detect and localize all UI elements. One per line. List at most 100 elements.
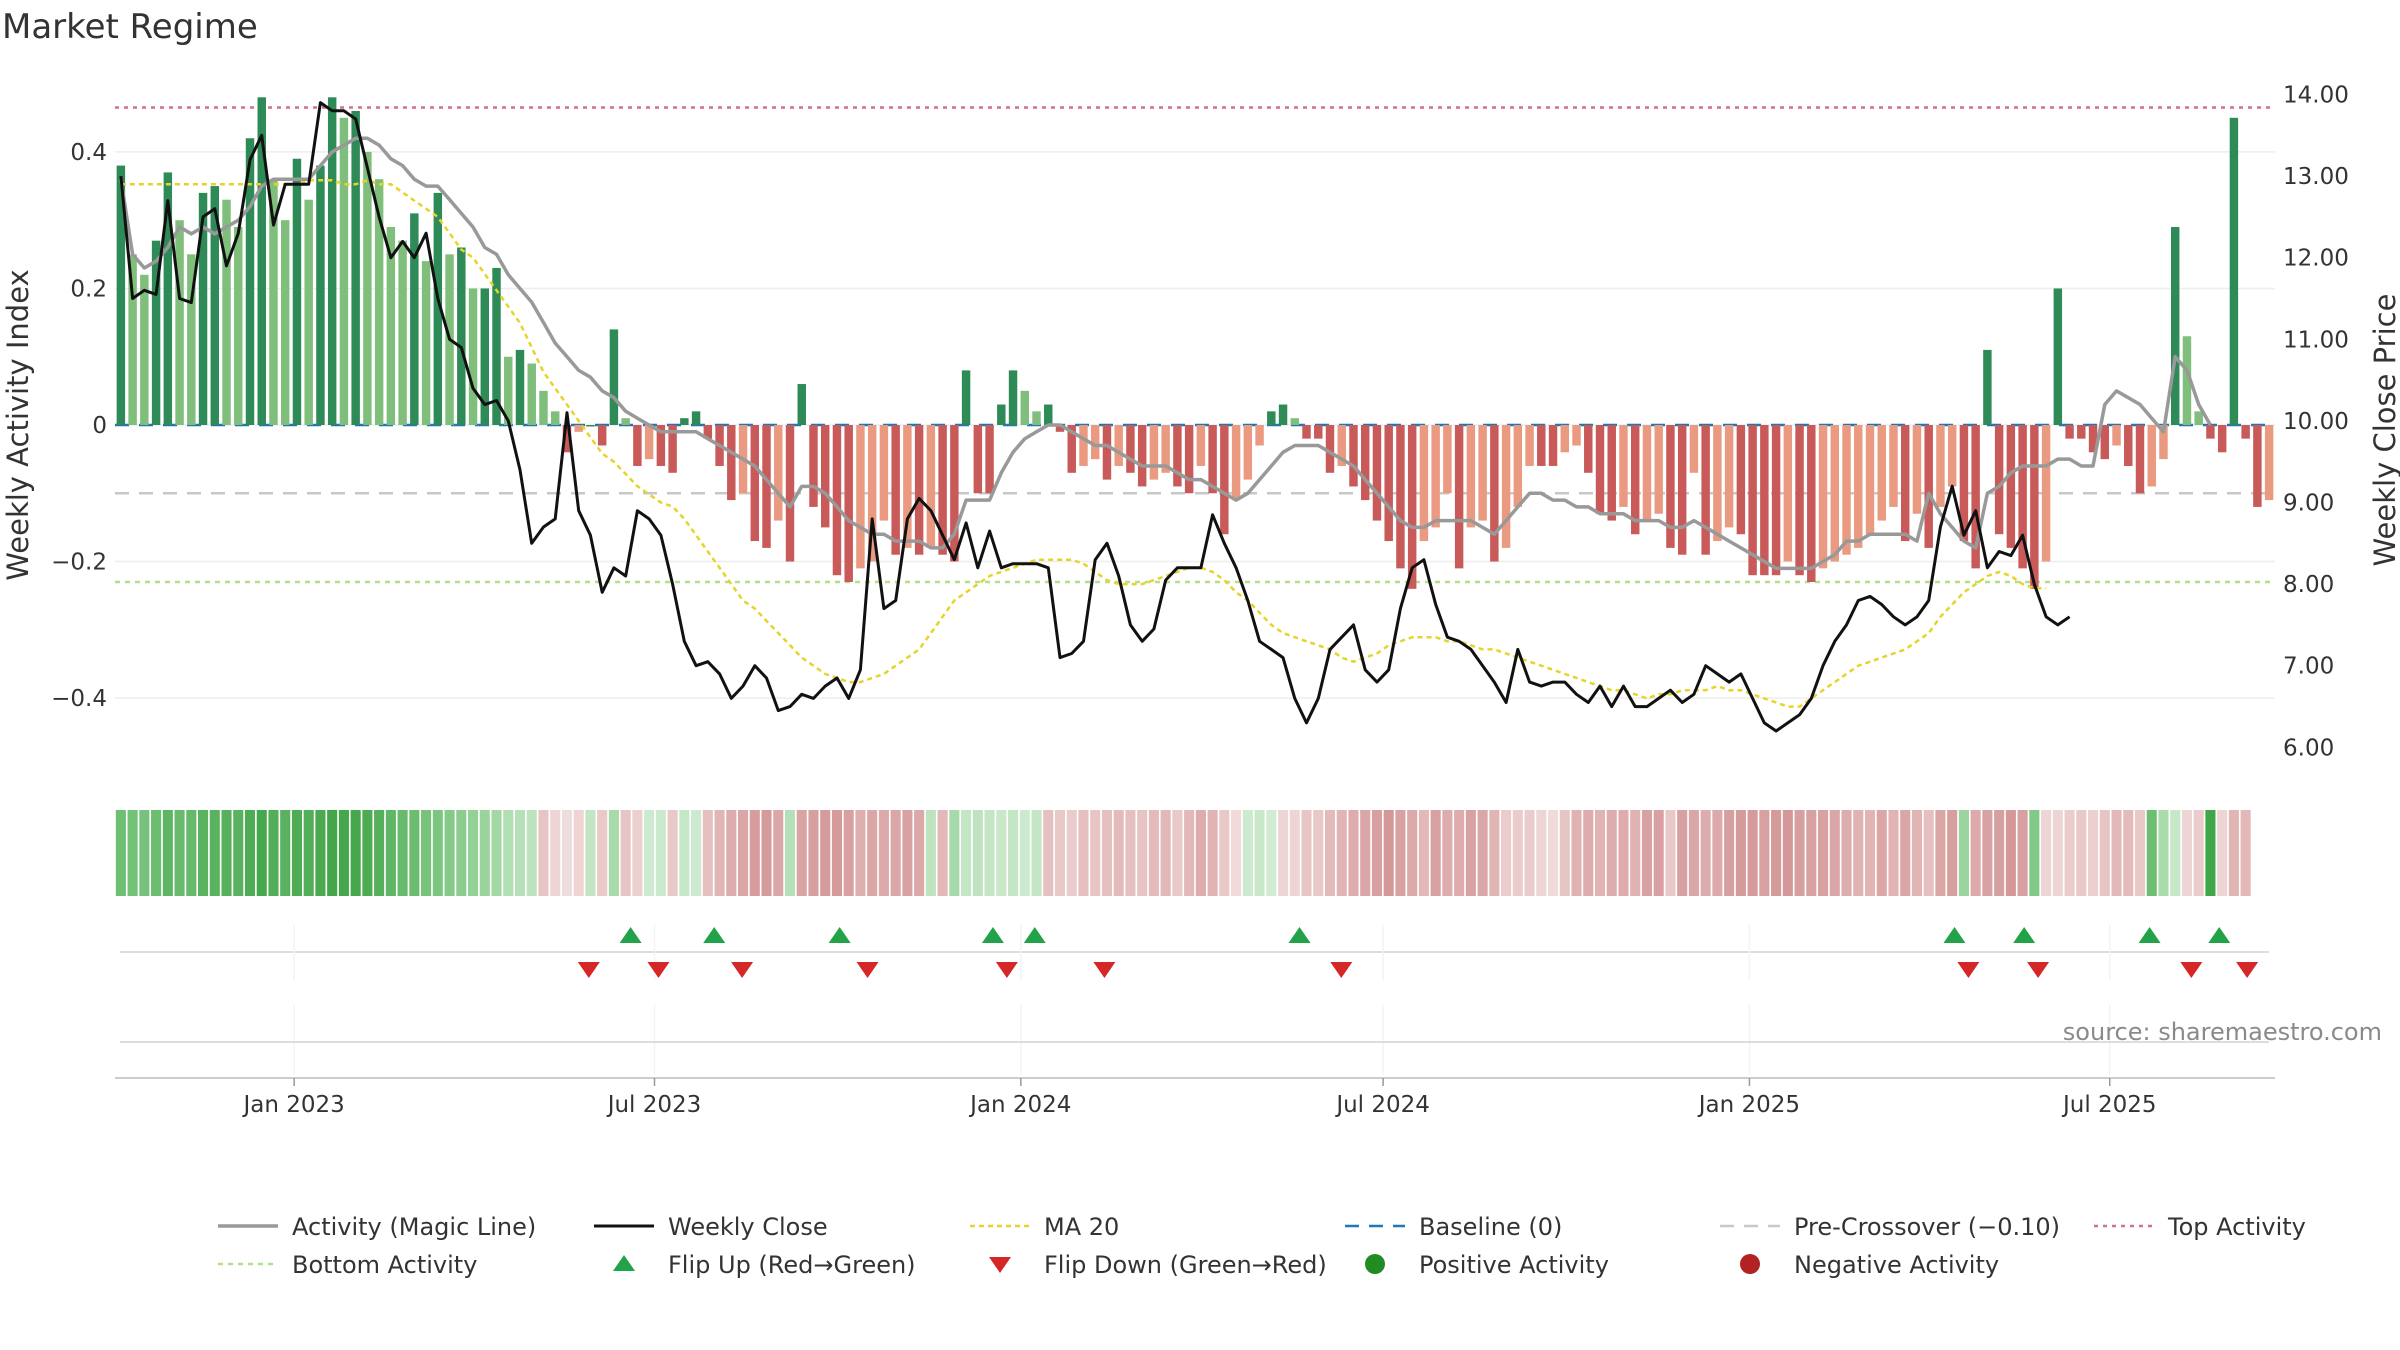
regime-strip-cell [1336,810,1347,896]
activity-bar [1478,425,1487,521]
y-left-tick-label: 0 [92,413,107,439]
activity-bar [151,240,161,425]
regime-strip-cell [1465,810,1476,896]
regime-strip-cell [1888,810,1899,896]
activity-bar [785,425,795,562]
regime-strip-cell [2240,810,2251,896]
activity-bar [1008,370,1018,425]
activity-bar [1407,425,1417,589]
regime-strip-cell [221,810,232,896]
y-right-tick-label: 11.00 [2283,327,2349,353]
activity-bar [2217,425,2227,453]
activity-bar [1490,425,1499,562]
activity-bar [257,97,266,426]
activity-bar [1454,425,1464,569]
regime-strip-cell [1677,810,1688,896]
activity-bar [1114,425,1123,466]
x-tick-label: Jul 2024 [1334,1092,1430,1118]
regime-strip-cell [503,810,514,896]
legend-label: Baseline (0) [1419,1213,1562,1241]
regime-strip-cell [1137,810,1148,896]
regime-strip-cell [2064,810,2075,896]
regime-strip-cell [632,810,643,896]
regime-strip-cell [2205,810,2216,896]
activity-bar [1431,425,1440,528]
y-right-tick-label: 9.00 [2283,491,2334,517]
activity-bar [1912,425,1922,514]
regime-strip-cell [1477,810,1488,896]
activity-bar [1947,425,1957,487]
flip-down-marker [1330,962,1353,978]
regime-strip-cell [280,810,291,896]
regime-strip-cell [726,810,737,896]
regime-strip-cell [538,810,549,896]
regime-strip-cell [409,810,420,896]
activity-bar [621,418,630,425]
regime-strip-cell [1019,810,1030,896]
regime-strip-cell [1501,810,1512,896]
regime-strip-cell [655,810,666,896]
activity-bar [1548,425,1558,466]
activity-bar [691,411,701,425]
activity-bar [1677,425,1687,555]
flip-down-marker [731,962,754,978]
legend-label: MA 20 [1044,1213,1119,1241]
activity-bar [245,138,255,425]
regime-strip-cell [338,810,349,896]
activity-bar [527,363,536,425]
y-left-tick-label: −0.2 [51,550,107,576]
activity-bar [1102,425,1112,480]
legend-label: Weekly Close [668,1213,828,1241]
regime-strip-cell [1688,810,1699,896]
y-left-tick-label: −0.4 [51,686,107,712]
activity-bar [1865,425,1875,535]
activity-bar [539,390,548,425]
regime-strip-cell [1653,810,1664,896]
regime-strip-cell [362,810,373,896]
activity-bar [903,425,912,548]
regime-strip-cell [1242,810,1253,896]
regime-strip-cell [691,810,702,896]
flip-down-marker [1957,962,1980,978]
regime-strip-cell [315,810,326,896]
activity-bar [774,425,783,521]
regime-strip-cell [233,810,244,896]
activity-bar [1513,425,1523,507]
activity-bar [2253,425,2262,507]
activity-bar [1724,425,1734,528]
activity-bar [797,384,806,425]
flip-up-marker [619,927,642,943]
regime-strip-cell [1536,810,1547,896]
activity-bar [809,425,818,507]
regime-strip-cell [115,810,126,896]
regime-strip-cell [679,810,690,896]
activity-bar [504,356,513,425]
regime-strip-cell [127,810,138,896]
activity-bar [1807,425,1816,583]
activity-bar [2124,425,2133,466]
activity-bar [1525,425,1534,466]
regime-strip-cell [2076,810,2087,896]
legend-item-pos: Positive Activity [1365,1251,1609,1279]
activity-bar [398,240,407,425]
regime-strip-cell [1947,810,1958,896]
activity-bar [1079,425,1088,466]
flip-up-marker [828,927,851,943]
regime-strip-cell [1324,810,1336,896]
regime-strip-cell [550,810,561,896]
x-tick-label: Jan 2024 [968,1092,1071,1118]
regime-strip-cell [151,810,162,896]
activity-bar [879,425,889,521]
regime-strip-cell [1724,810,1735,896]
activity-bar [1231,425,1241,501]
regime-strip-cell [737,810,749,896]
legend-label: Top Activity [2167,1213,2306,1241]
activity-bar [1290,418,1300,425]
regime-strip-cell [1747,810,1758,896]
legend-item-flipup: Flip Up (Red→Green) [613,1251,916,1279]
regime-strip-cell [2099,810,2110,896]
regime-strip-cell [2029,810,2040,896]
legend-item-neg: Negative Activity [1740,1251,1999,1279]
regime-strip-cell [1371,810,1383,896]
